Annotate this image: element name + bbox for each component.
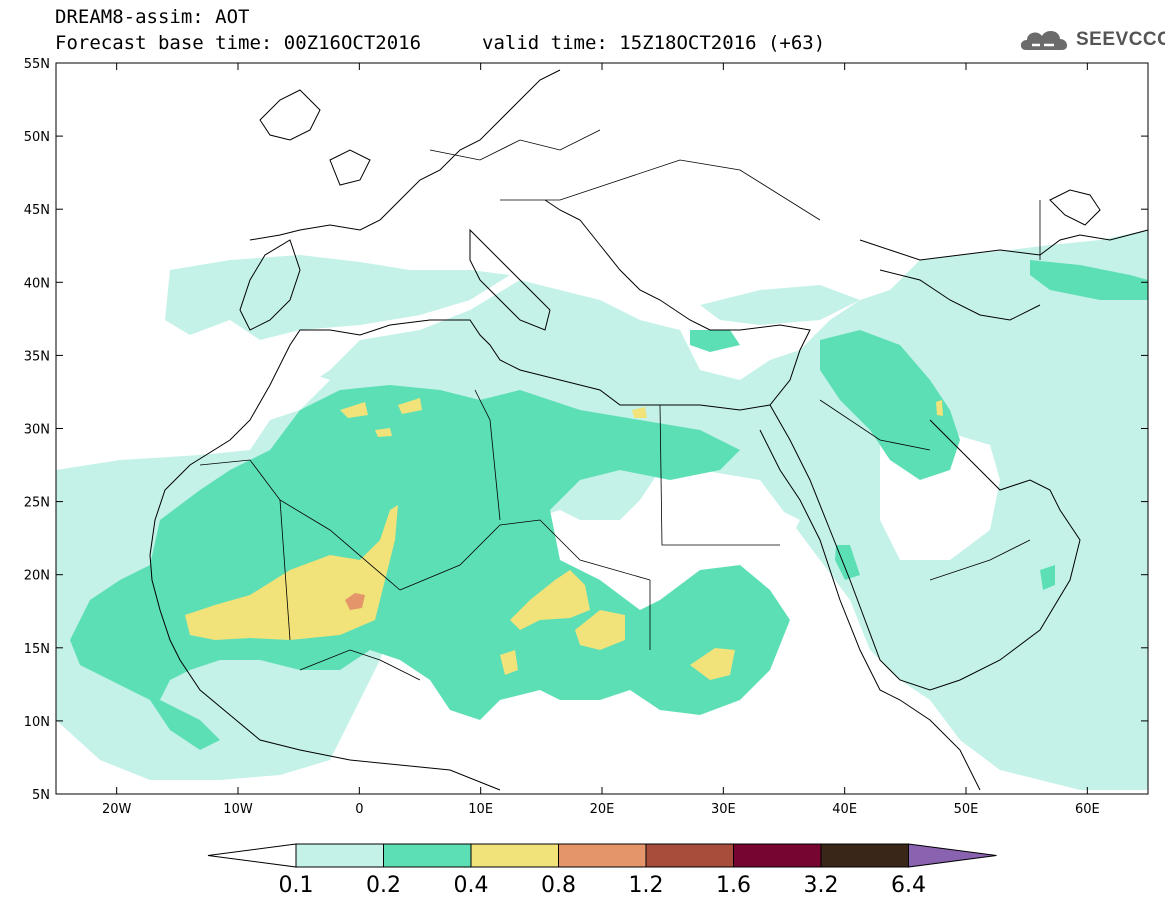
colorbar-box <box>383 843 472 868</box>
lon-tick-label: 10E <box>468 802 493 817</box>
lat-tick-label: 35N <box>24 349 50 364</box>
logo-text: SEEVCCC <box>1076 29 1165 50</box>
country-borders <box>199 129 1041 681</box>
colorbar-box <box>733 843 822 868</box>
colorbar-label: 3.2 <box>804 873 839 898</box>
lat-tick-label: 30N <box>24 423 50 438</box>
lat-tick-label: 50N <box>24 130 50 145</box>
lon-tick-label: 10W <box>223 802 253 817</box>
colorbar-low-arrow <box>207 843 297 868</box>
lon-tick-label: 0 <box>355 802 363 817</box>
lon-tick-label: 20E <box>590 802 615 817</box>
colorbar-high-arrow <box>908 843 997 868</box>
lon-tick-label: 20W <box>102 802 132 817</box>
lat-tick-label: 15N <box>24 642 50 657</box>
lat-tick-label: 25N <box>24 496 50 511</box>
latitude-axis: 55N 50N 45N 40N 35N 30N 25N 20N 15N 10N 5N <box>24 57 1148 803</box>
lat-tick-label: 40N <box>24 276 50 291</box>
colorbar-label: 6.4 <box>891 873 926 898</box>
valid-time: valid time: 15Z18OCT2016 (+63) <box>482 32 826 54</box>
colorbar-box <box>820 843 909 868</box>
colorbar-box <box>645 843 734 868</box>
cloud-icon <box>1020 30 1068 50</box>
aot-band-0-8 <box>345 593 365 610</box>
map-title: DREAM8-assim: AOT <box>55 6 250 28</box>
lat-tick-label: 55N <box>24 57 50 72</box>
coastlines <box>149 69 1148 791</box>
lon-tick-label: 40E <box>832 802 857 817</box>
colorbar-label: 0.2 <box>366 873 401 898</box>
colorbar-label: 1.2 <box>629 873 664 898</box>
colorbar-label: 0.8 <box>541 873 576 898</box>
lon-tick-label: 30E <box>711 802 736 817</box>
lon-tick-label: 50E <box>954 802 979 817</box>
colorbar-label: 1.6 <box>716 873 751 898</box>
lat-tick-label: 10N <box>24 715 50 730</box>
lat-tick-label: 5N <box>32 788 50 803</box>
aot-band-0-4 <box>185 398 943 680</box>
aot-fields <box>56 230 1148 790</box>
lat-tick-label: 45N <box>24 203 50 218</box>
colorbar-box <box>295 843 384 868</box>
lon-tick-label: 60E <box>1075 802 1100 817</box>
forecast-base-time: Forecast base time: 00Z16OCT2016 <box>55 32 422 54</box>
colorbar-label: 0.4 <box>454 873 489 898</box>
colorbar-label: 0.1 <box>279 873 314 898</box>
colorbar-box <box>558 843 647 868</box>
lat-tick-label: 20N <box>24 569 50 584</box>
aot-band-0-2 <box>70 260 1148 750</box>
longitude-axis: 20W 10W 0 10E 20E 30E 40E 50E 60E <box>102 63 1100 817</box>
colorbar-box <box>470 843 559 868</box>
seevccc-logo: SEEVCCC <box>1018 24 1165 56</box>
